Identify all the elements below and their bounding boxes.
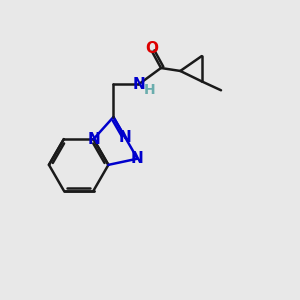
Text: N: N — [132, 77, 145, 92]
Text: N: N — [119, 130, 132, 146]
Text: O: O — [146, 40, 159, 56]
Text: N: N — [87, 132, 100, 147]
Text: N: N — [131, 151, 144, 166]
Text: H: H — [144, 83, 156, 97]
